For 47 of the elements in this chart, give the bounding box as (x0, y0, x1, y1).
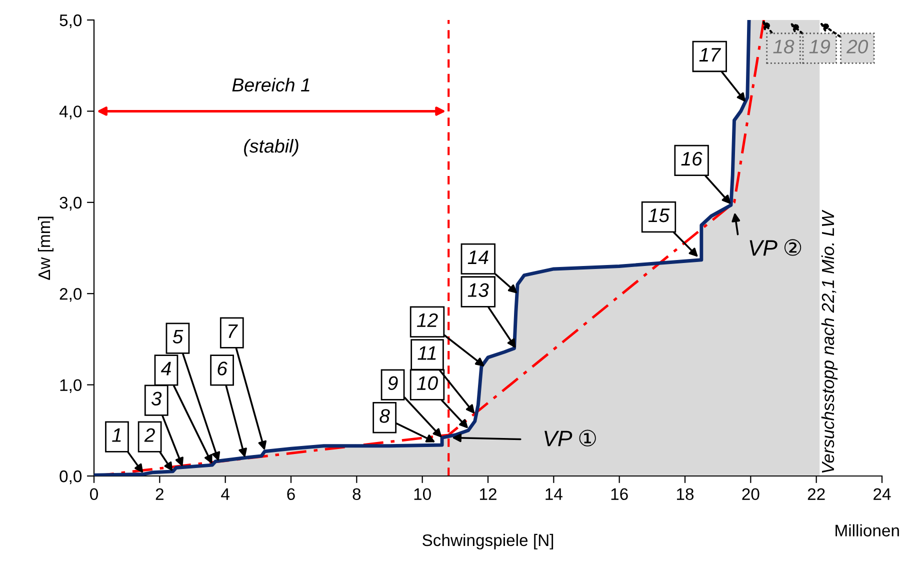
x-tick-label: 22 (808, 488, 825, 500)
y-tick-label: 0,0 (60, 470, 82, 484)
y-tick-label: 4,0 (59, 106, 82, 120)
annotation: 3 (151, 392, 162, 406)
annotation: 17 (699, 48, 722, 62)
text: Millionen (836, 524, 899, 536)
annotation: (stabil) (244, 138, 298, 156)
annotation: VP ② (750, 239, 802, 256)
annotation: 16 (681, 152, 702, 166)
annotation: 20 (846, 40, 868, 54)
y-tick-label: 2,0 (60, 288, 82, 302)
annotation: 9 (388, 376, 398, 390)
x-tick-label: 16 (611, 488, 628, 500)
x-tick-label: 10 (414, 488, 431, 500)
x-tick-label: 12 (480, 488, 496, 500)
annotation: 6 (218, 362, 228, 376)
annotation: 14 (468, 250, 488, 264)
annotation: 12 (416, 313, 438, 327)
y-tick-label: 3,0 (60, 196, 82, 211)
annotation: 5 (172, 330, 184, 344)
annotation: 10 (416, 376, 438, 390)
annotation: 7 (228, 324, 238, 338)
annotation: VP ① (544, 430, 596, 446)
y-axis-title: Δw [mm] (38, 216, 54, 280)
x-tick-label: 18 (677, 488, 694, 500)
y-tick-label: 1,0 (60, 379, 82, 393)
annotation: 18 (773, 40, 794, 54)
annotation: 13 (468, 283, 489, 297)
x-tick-label: 24 (874, 488, 891, 500)
x-tick-label: 8 (352, 488, 361, 500)
y-tick-label: 5,0 (60, 14, 82, 28)
annotation: 2 (144, 428, 155, 442)
x-tick-label: 0 (90, 488, 98, 500)
annotation: 19 (809, 40, 830, 54)
annotation: Bereich 1 (232, 78, 310, 92)
annotation: 11 (418, 346, 436, 360)
x-tick-label: 4 (221, 488, 230, 500)
band-label: Versuchsstopp nach 22,1 Mio. LW (821, 210, 838, 473)
annotation: 4 (160, 362, 171, 376)
annotation: 15 (648, 208, 670, 222)
x-tick-label: 6 (287, 488, 295, 500)
annotation: 1 (112, 428, 121, 442)
x-tick-label: 2 (156, 488, 164, 500)
annotation: 8 (380, 409, 390, 423)
x-tick-label: 14 (546, 488, 562, 500)
x-axis-title: Schwingspiele [N] (422, 534, 554, 550)
x-tick-label: 20 (742, 488, 760, 500)
